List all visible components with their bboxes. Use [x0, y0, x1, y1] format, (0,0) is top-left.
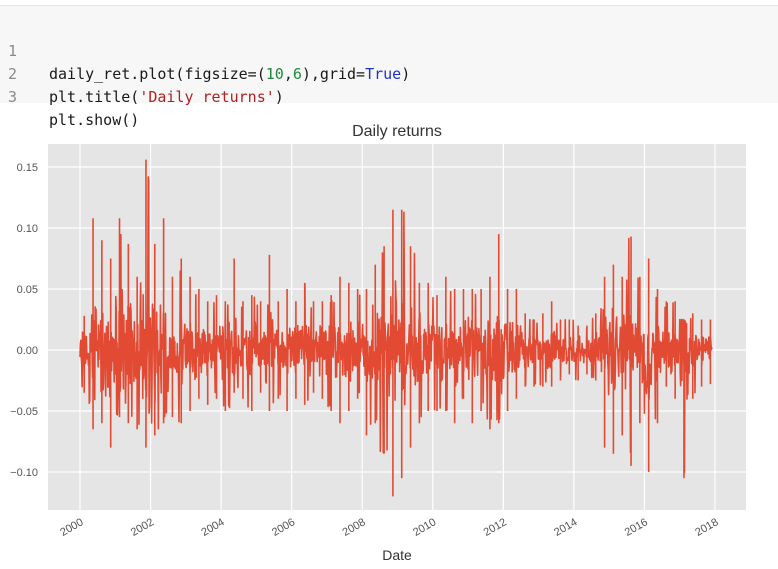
code-token: )	[274, 88, 284, 106]
code-line-2: 2 plt.title('Daily returns')	[0, 40, 284, 106]
code-cell[interactable]: 1 daily_ret.plot(figsize=(10,6),grid=Tru…	[0, 5, 778, 129]
x-tick-label: 2010	[411, 516, 438, 539]
code-text: daily_ret.plot(figsize=(10,6),grid=True)	[49, 63, 410, 86]
code-token: ),grid=	[301, 65, 366, 83]
figure-output: −0.10 −0.05 0.00 0.05 0.10 0.15 2000 2002 2004 2…	[0, 110, 778, 564]
y-tick-label: 0.10	[17, 223, 38, 235]
series-line	[79, 159, 713, 497]
y-tick-label: 0.05	[17, 284, 38, 296]
code-text: plt.title('Daily returns')	[49, 86, 284, 109]
x-axis-label: Date	[382, 547, 412, 563]
code-token: daily_ret.plot(figsize=(	[49, 65, 266, 83]
y-tick-label: −0.05	[10, 406, 38, 418]
x-tick-label: 2008	[341, 516, 368, 539]
x-tick-label: 2016	[623, 516, 650, 539]
x-tick-label: 2012	[482, 516, 509, 539]
x-tick-label: 2004	[199, 516, 226, 539]
x-tick-label: 2002	[129, 516, 156, 539]
y-tick-label: −0.10	[10, 467, 38, 479]
x-tick-label: 2014	[552, 516, 579, 539]
code-token: plt.show()	[49, 111, 140, 129]
x-tick-label: 2000	[58, 516, 85, 539]
code-token: 10	[265, 65, 284, 83]
code-token: )	[401, 65, 411, 83]
code-token: ,	[283, 65, 293, 83]
code-text: plt.show()	[49, 109, 139, 132]
code-token: 6	[292, 65, 302, 83]
line-number: 1	[8, 42, 18, 60]
x-tick-label: 2006	[270, 516, 297, 539]
code-token: True	[365, 65, 402, 83]
code-token: 'Daily returns'	[139, 88, 275, 106]
line-number: 2	[8, 65, 18, 83]
chart-title: Daily returns	[352, 123, 442, 140]
code-line-1: 1 daily_ret.plot(figsize=(10,6),grid=Tru…	[0, 17, 410, 83]
x-tick-label: 2018	[693, 516, 720, 539]
code-line-3: 3 plt.show()	[0, 63, 139, 129]
y-tick-label: 0.15	[17, 162, 38, 174]
line-number: 3	[8, 88, 18, 106]
code-token: plt.title(	[49, 88, 140, 106]
daily-returns-chart: −0.10 −0.05 0.00 0.05 0.10 0.15 2000 2002 2004 2…	[10, 123, 746, 563]
y-tick-label: 0.00	[17, 345, 38, 357]
